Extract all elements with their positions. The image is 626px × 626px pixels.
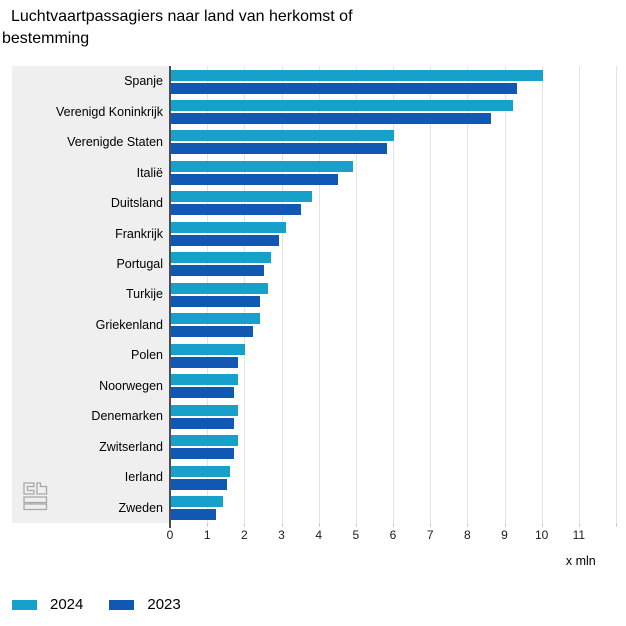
bar-2023-turkije [171, 295, 261, 307]
gridline [578, 66, 580, 523]
category-label: Turkije [125, 287, 163, 302]
gridline [467, 66, 469, 523]
tick-mark [355, 523, 357, 527]
legend-swatch-2024 [12, 599, 37, 610]
gridline [430, 66, 432, 523]
bar-2023-verenigd-koninkrijk [171, 112, 491, 124]
x-tick-label: 7 [426, 528, 434, 542]
plot-area [169, 66, 617, 528]
tick-mark [430, 523, 432, 527]
category-label: Griekenland [95, 317, 163, 332]
tick-mark [207, 523, 209, 527]
legend-swatch-2023 [109, 599, 135, 610]
gridline [393, 66, 394, 523]
x-tick-label: 8 [463, 528, 471, 542]
bar-2023-verenigde-staten [171, 143, 387, 155]
bar-2024-spanje [171, 69, 543, 81]
gridline [207, 66, 209, 523]
category-label: Zweden [118, 500, 163, 515]
category-label: Portugal [116, 257, 163, 272]
category-label: Italië [136, 165, 163, 180]
category-label: Verenigd Koninkrijk [55, 104, 163, 119]
gridline [244, 66, 246, 523]
bar-2023-spanje [171, 82, 517, 94]
legend: 2024 2023 [12, 596, 181, 613]
category-panel: Spanje Verenigd Koninkrijk Verenigde State… [12, 66, 170, 523]
gridline [355, 66, 357, 523]
tick-mark [467, 523, 469, 527]
bar-2024-verenigde-staten [171, 130, 394, 142]
tick-mark [616, 523, 617, 527]
bar-2024-polen [171, 343, 246, 355]
tick-mark [281, 523, 283, 527]
legend-label-2024: 2024 [50, 596, 84, 613]
bar-2023-zweden [171, 509, 216, 521]
legend-item-2023: 2023 [109, 596, 181, 613]
x-tick-label: 3 [278, 528, 285, 542]
gridline [616, 66, 617, 523]
bar-2024-griekenland [171, 313, 261, 325]
x-tick-label: 0 [166, 528, 174, 542]
bar-2023-portugal [171, 265, 264, 277]
legend-item-2024: 2024 [12, 596, 83, 613]
category-label: Frankrijk [115, 226, 163, 241]
x-tick-label: 9 [501, 528, 508, 542]
bar-2023-frankrijk [171, 234, 279, 246]
x-tick-label: 6 [389, 528, 397, 542]
bar-2023-ierland [171, 478, 227, 490]
bar-2023-denemarken [171, 417, 235, 429]
category-label: Noorwegen [99, 378, 163, 393]
category-label: Zwitserland [99, 439, 163, 454]
gridline [281, 66, 283, 523]
tick-mark [318, 523, 320, 527]
y-axis-line [169, 66, 171, 528]
bar-2023-italië [171, 173, 339, 185]
tick-mark [541, 523, 543, 527]
tick-mark [578, 523, 580, 527]
bar-2024-zwitserland [171, 435, 238, 447]
bar-2024-frankrijk [171, 221, 287, 233]
bar-2024-portugal [171, 252, 272, 264]
x-tick-label: 5 [352, 528, 360, 542]
bar-2023-polen [171, 356, 238, 368]
bar-2024-denemarken [171, 404, 238, 416]
x-tick-label: 11 [572, 528, 586, 542]
cbs-logo [23, 482, 48, 511]
bar-2024-ierland [171, 465, 231, 477]
tick-mark [504, 523, 506, 527]
tick-mark [393, 523, 394, 527]
tick-mark [244, 523, 246, 527]
bar-2023-noorwegen [171, 387, 235, 399]
chart-title: Luchtvaartpassagiers naar land van herko… [2, 8, 353, 47]
bar-2024-italië [171, 160, 354, 172]
bar-2024-verenigd-koninkrijk [171, 99, 513, 111]
bar-2024-zweden [171, 496, 224, 508]
category-label: Polen [131, 348, 163, 363]
x-tick-label: 2 [240, 528, 248, 542]
category-label: Verenigde Staten [67, 135, 163, 150]
gridline [504, 66, 506, 523]
gridline [541, 66, 543, 523]
category-label: Denemarken [91, 409, 163, 424]
category-label: Spanje [124, 74, 163, 89]
category-label: Ierland [124, 470, 163, 485]
x-axis-unit-label: x mln [565, 554, 596, 568]
bar-2023-zwitserland [171, 448, 235, 460]
bar-2024-noorwegen [171, 374, 238, 386]
x-tick-label: 1 [203, 528, 211, 542]
category-label: Duitsland [110, 196, 163, 211]
gridline [318, 66, 320, 523]
bar-chart: Spanje Verenigd Koninkrijk Verenigde State… [12, 66, 617, 568]
bar-2023-duitsland [171, 204, 302, 216]
legend-label-2023: 2023 [147, 596, 181, 613]
bar-2023-griekenland [171, 326, 253, 338]
bar-2024-duitsland [171, 191, 313, 203]
x-tick-label: 10 [534, 528, 549, 542]
x-tick-label: 4 [315, 528, 322, 542]
bar-2024-turkije [171, 282, 268, 294]
